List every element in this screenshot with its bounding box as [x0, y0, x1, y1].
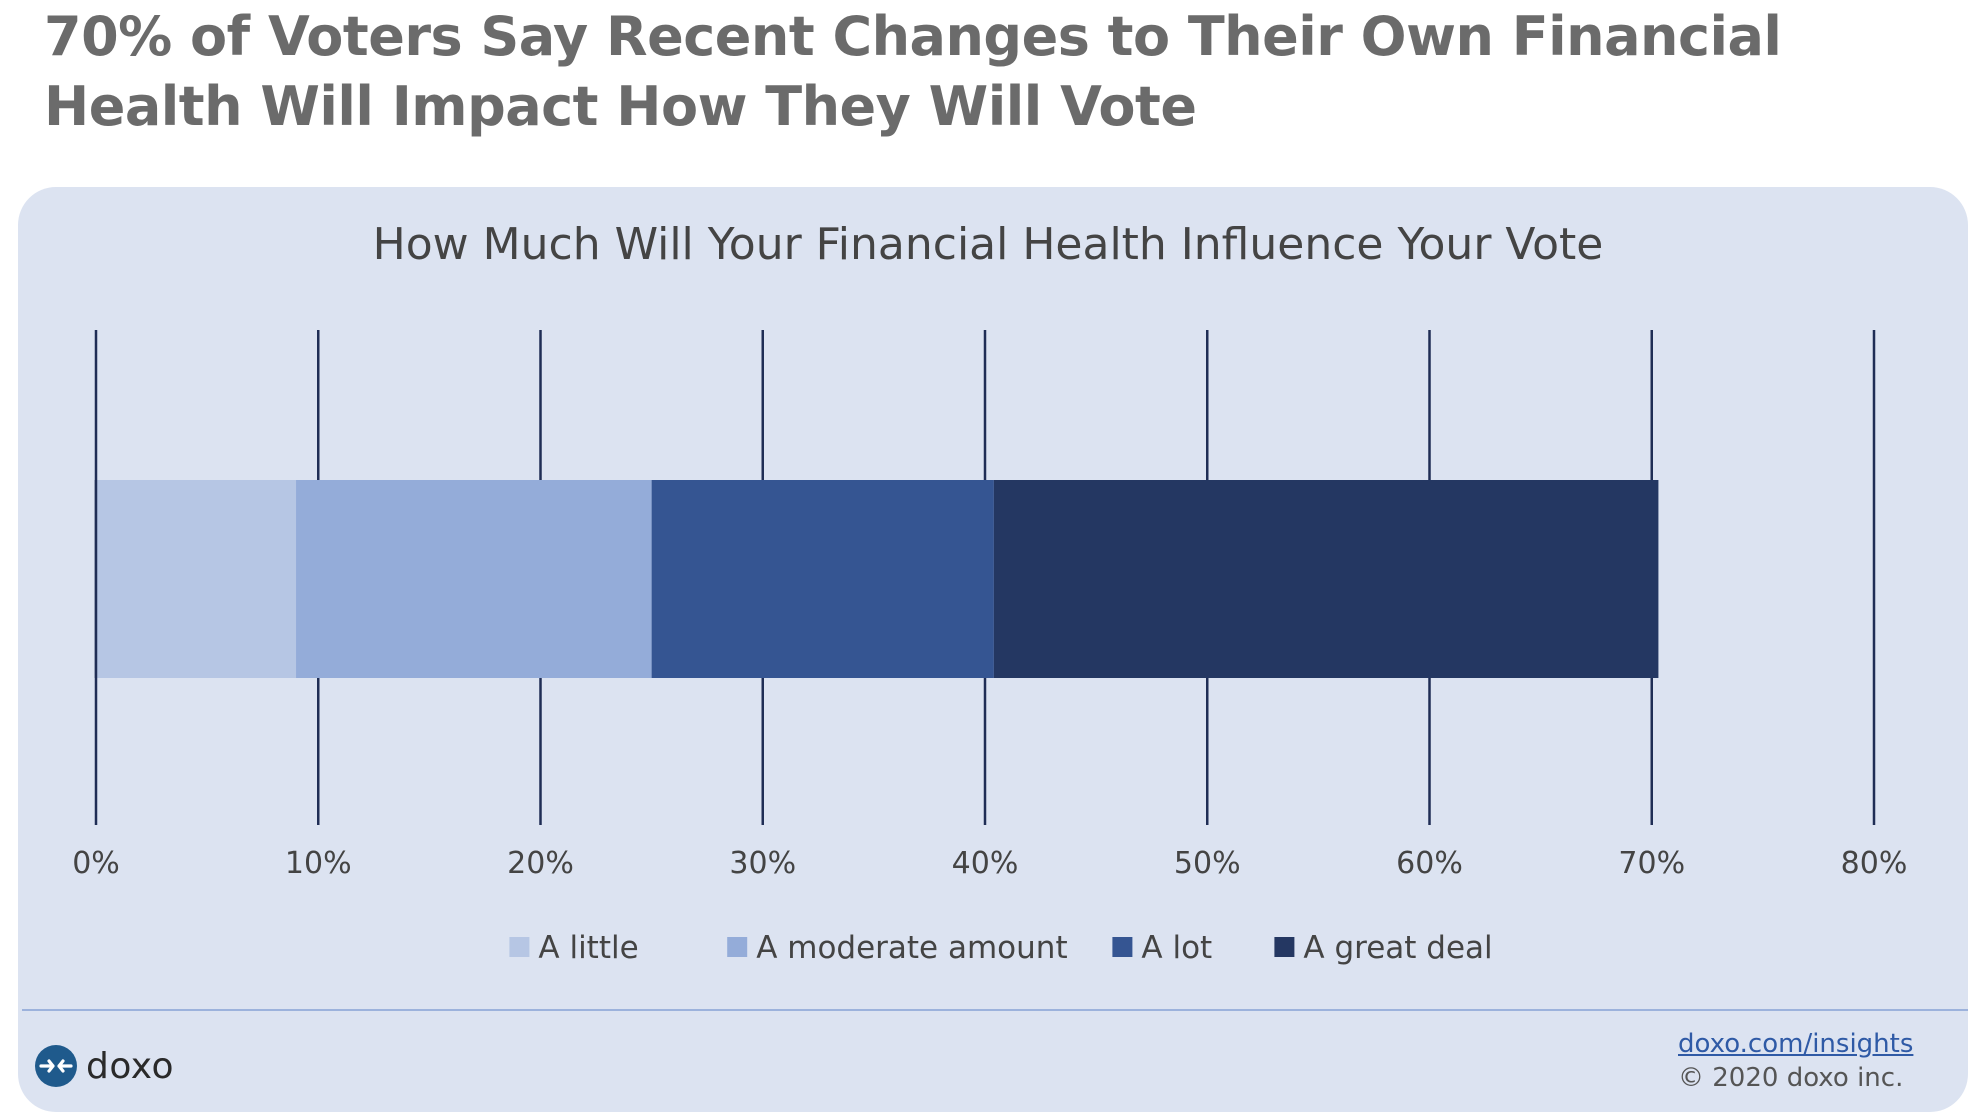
x-tick-label: 60%	[1396, 846, 1463, 881]
brand-name: doxo	[86, 1045, 174, 1087]
legend: A little A moderate amount A lot A great de…	[509, 930, 1493, 966]
x-tick-label: 70%	[1618, 846, 1685, 881]
doxo-logo-icon	[35, 1045, 77, 1087]
legend-swatch	[509, 937, 530, 957]
legend-item-a-lot: A lot	[1112, 930, 1212, 966]
insights-link[interactable]: doxo.com/insights	[1678, 1029, 1914, 1059]
x-tick-label: 50%	[1174, 846, 1241, 881]
legend-item-a-little: A little	[509, 930, 639, 966]
x-tick-label: 0%	[72, 846, 120, 881]
legend-label: A little	[538, 930, 638, 966]
x-tick-label: 30%	[729, 846, 796, 881]
x-axis-ticks: 0% 10% 20% 30% 40% 50% 60% 70% 80%	[72, 846, 1907, 881]
bar-segments	[94, 480, 1659, 678]
legend-label: A great deal	[1303, 930, 1492, 966]
bar-segment-a-little	[96, 480, 297, 678]
legend-item-a-moderate-amount: A moderate amount	[727, 930, 1068, 966]
stacked-bar-chart: How Much Will Your Financial Health Infl…	[72, 219, 1907, 966]
bar-segment-a-moderate-amount	[296, 480, 652, 678]
x-tick-label: 10%	[285, 846, 352, 881]
brand-logo: doxo	[34, 1043, 174, 1089]
x-tick-label: 80%	[1841, 846, 1908, 881]
bar-segment-a-great-deal	[993, 480, 1659, 678]
chart-title: How Much Will Your Financial Health Infl…	[373, 219, 1604, 270]
legend-swatch	[727, 937, 748, 957]
legend-swatch	[1112, 937, 1133, 957]
legend-swatch	[1274, 937, 1295, 957]
bar-segment-a-lot	[651, 480, 994, 678]
legend-label: A moderate amount	[756, 930, 1067, 966]
legend-label: A lot	[1141, 930, 1212, 966]
legend-item-a-great-deal: A great deal	[1274, 930, 1493, 966]
x-tick-label: 40%	[952, 846, 1019, 881]
footer-divider	[22, 1009, 1968, 1011]
copyright-text: © 2020 doxo inc.	[1678, 1063, 1904, 1093]
chart-panel: How Much Will Your Financial Health Infl…	[18, 187, 1968, 1112]
page-title: 70% of Voters Say Recent Changes to Thei…	[44, 5, 1782, 138]
x-tick-label: 20%	[507, 846, 574, 881]
